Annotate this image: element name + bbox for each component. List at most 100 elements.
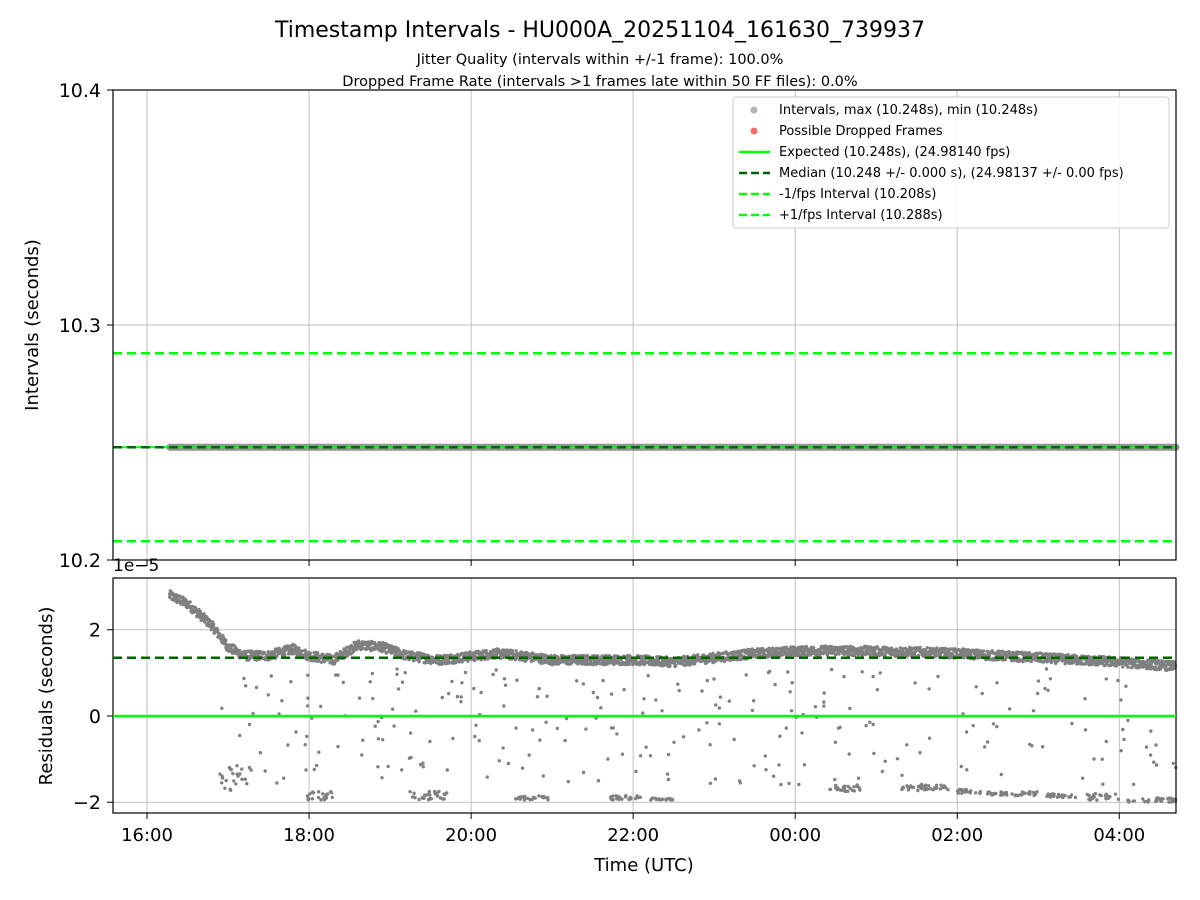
residual-point bbox=[408, 731, 413, 735]
residual-point bbox=[584, 727, 588, 731]
residual-point bbox=[802, 763, 807, 767]
residual-point bbox=[594, 716, 598, 720]
residuals-axes-frame bbox=[112, 577, 1177, 814]
residual-point bbox=[575, 679, 579, 683]
residual-point bbox=[308, 651, 313, 655]
residual-point bbox=[435, 794, 440, 798]
residual-point bbox=[244, 684, 248, 688]
residual-point bbox=[1046, 792, 1050, 797]
residual-point bbox=[705, 678, 709, 683]
residual-point bbox=[871, 722, 875, 727]
residual-point bbox=[527, 753, 531, 757]
residual-point bbox=[474, 723, 478, 727]
residual-point bbox=[737, 779, 742, 783]
residual-point bbox=[208, 619, 212, 623]
residual-point bbox=[360, 753, 364, 757]
residual-point bbox=[842, 674, 846, 679]
residual-point bbox=[306, 696, 310, 700]
residual-point bbox=[668, 664, 672, 668]
residual-point bbox=[817, 653, 822, 657]
residual-point bbox=[960, 788, 965, 792]
residual-point bbox=[418, 762, 423, 767]
residual-point bbox=[519, 795, 523, 800]
residual-point bbox=[784, 645, 789, 650]
residual-point bbox=[918, 751, 922, 755]
residual-point bbox=[935, 786, 939, 790]
residual-point bbox=[1010, 792, 1014, 796]
residual-point bbox=[1018, 793, 1022, 797]
residual-point bbox=[708, 743, 712, 747]
residual-point bbox=[479, 690, 483, 695]
residual-point bbox=[395, 672, 399, 676]
residual-point bbox=[838, 725, 842, 729]
residual-point bbox=[506, 761, 511, 766]
residual-point bbox=[763, 754, 767, 758]
residual-point bbox=[1044, 667, 1049, 671]
residual-point bbox=[1126, 718, 1130, 723]
residual-point bbox=[304, 768, 308, 772]
residual-point bbox=[677, 688, 681, 693]
residual-point bbox=[986, 790, 990, 794]
residual-point bbox=[654, 698, 658, 702]
residual-point bbox=[974, 685, 978, 689]
residual-point bbox=[609, 692, 614, 696]
residual-point bbox=[980, 691, 984, 696]
residual-point bbox=[410, 795, 415, 799]
residual-point bbox=[646, 674, 650, 678]
residual-point bbox=[601, 678, 605, 683]
residual-point bbox=[322, 795, 326, 800]
residual-point bbox=[1159, 797, 1164, 801]
residual-point bbox=[844, 789, 848, 793]
residual-point bbox=[303, 743, 307, 747]
residual-point bbox=[275, 781, 279, 785]
residual-point bbox=[1131, 799, 1136, 803]
residual-point bbox=[1048, 677, 1053, 681]
residual-point bbox=[563, 738, 567, 743]
residual-point bbox=[822, 704, 826, 708]
residual-point bbox=[329, 790, 333, 794]
residual-point bbox=[305, 704, 310, 708]
residual-point bbox=[386, 764, 390, 769]
residual-point bbox=[464, 651, 468, 655]
residual-point bbox=[1121, 665, 1125, 669]
residual-point bbox=[999, 790, 1003, 794]
residual-point bbox=[750, 708, 755, 713]
residual-point bbox=[739, 653, 744, 657]
residual-point bbox=[609, 726, 614, 730]
residual-point bbox=[581, 682, 586, 686]
residual-point bbox=[445, 791, 449, 795]
residual-point bbox=[220, 781, 224, 785]
residual-point bbox=[846, 784, 850, 788]
residual-point bbox=[771, 774, 776, 778]
residual-point bbox=[1149, 729, 1153, 733]
residuals-points bbox=[168, 589, 1178, 804]
residual-point bbox=[1090, 796, 1095, 800]
residual-point bbox=[1085, 792, 1089, 797]
residual-point bbox=[606, 757, 610, 761]
residual-point bbox=[531, 795, 536, 799]
residual-point bbox=[969, 789, 973, 793]
residual-point bbox=[581, 770, 586, 775]
residual-point bbox=[1095, 798, 1099, 802]
residual-point bbox=[503, 683, 508, 687]
residual-point bbox=[638, 663, 642, 667]
residual-point bbox=[813, 705, 818, 709]
residual-point bbox=[777, 763, 781, 767]
residual-point bbox=[514, 649, 518, 653]
residual-point bbox=[266, 693, 270, 697]
residual-point bbox=[566, 779, 570, 784]
residual-point bbox=[864, 723, 868, 728]
residual-point bbox=[1104, 677, 1109, 681]
residual-point bbox=[381, 738, 385, 742]
residual-point bbox=[1126, 798, 1131, 803]
residual-point bbox=[681, 735, 686, 739]
residual-point bbox=[833, 740, 838, 744]
residual-point bbox=[257, 653, 261, 658]
residual-point bbox=[522, 798, 527, 802]
residual-point bbox=[1133, 663, 1137, 667]
intervals-x-tick-marks bbox=[146, 560, 1120, 566]
residual-point bbox=[515, 656, 519, 660]
residual-point bbox=[1030, 744, 1034, 748]
residual-point bbox=[238, 733, 242, 738]
